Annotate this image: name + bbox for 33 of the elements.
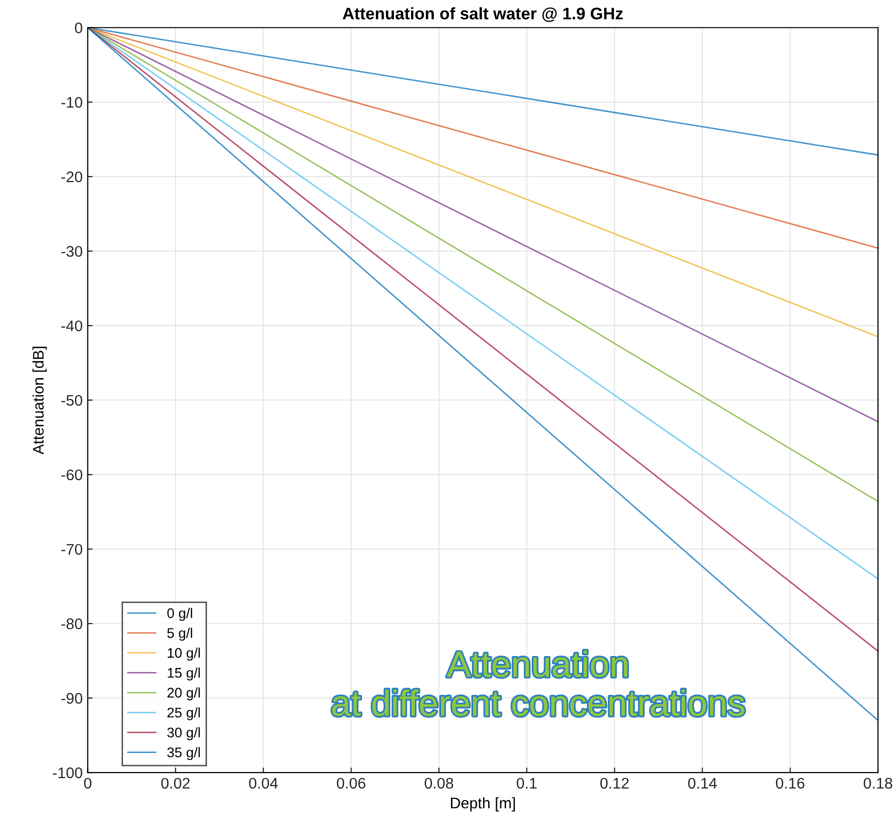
legend-label: 30 g/l (167, 727, 200, 740)
legend-label: 25 g/l (167, 707, 200, 720)
x-tick-label: 0.04 (249, 778, 278, 789)
annotation: Attenuation at different concentrations (332, 650, 744, 716)
x-tick-label: 0.08 (424, 778, 454, 789)
y-axis-title: Attenuation [dB] (32, 346, 47, 454)
legend-label: 35 g/l (167, 747, 200, 760)
legend-label: 10 g/l (168, 648, 200, 661)
x-tick-label: 0 (84, 778, 92, 789)
x-tick-label: 0.14 (688, 778, 717, 789)
y-tick-label: -100 (52, 767, 82, 778)
y-tick-label: -60 (61, 469, 82, 480)
x-tick-label: 0.16 (776, 778, 804, 789)
x-axis-title: Depth [m] (450, 797, 515, 812)
legend-label: 15 g/l (168, 668, 200, 680)
x-tick-label: 0.18 (864, 778, 892, 789)
x-tick-label: 0.1 (516, 778, 537, 789)
y-tick-label: -50 (61, 394, 82, 406)
x-tick-label: 0.02 (161, 778, 190, 789)
x-tick-label: 0.12 (600, 778, 629, 789)
legend-label: 5 g/l (167, 628, 192, 641)
y-tick-label: -70 (61, 544, 82, 555)
y-tick-label: -20 (61, 171, 82, 182)
legend-label: 0 g/l (167, 608, 192, 621)
chart-title: Attenuation of salt water @ 1.9 GHz (342, 7, 623, 22)
y-tick-label: -40 (61, 320, 82, 332)
y-tick-label: -80 (61, 618, 82, 630)
y-tick-label: -10 (61, 96, 82, 108)
x-tick-label: 0.06 (336, 778, 366, 789)
legend-label: 20 g/l (167, 687, 200, 700)
y-tick-label: -30 (61, 246, 82, 257)
y-tick-label: -90 (61, 692, 82, 704)
y-tick-label: 0 (74, 22, 82, 34)
